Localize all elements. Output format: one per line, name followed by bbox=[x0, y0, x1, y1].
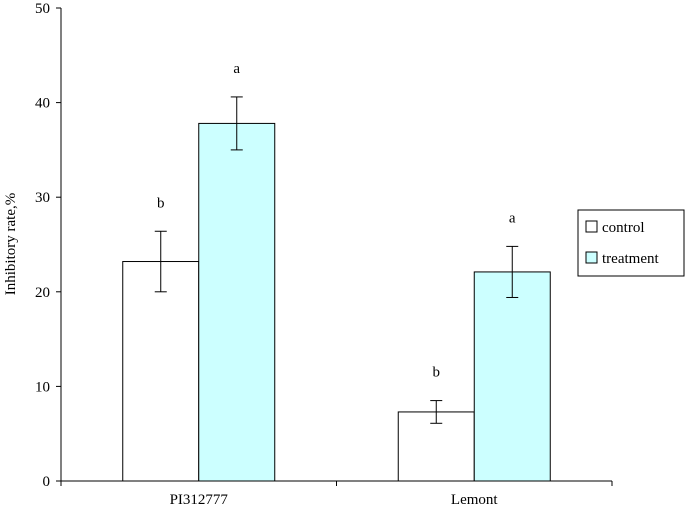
legend: control treatment bbox=[577, 209, 685, 277]
significance-label: b bbox=[433, 365, 441, 381]
y-axis: 0 10 20 30 40 50 bbox=[35, 1, 62, 490]
legend-label-treatment: treatment bbox=[602, 251, 659, 267]
y-tick-label: 20 bbox=[35, 285, 50, 301]
legend-label-control: control bbox=[602, 220, 645, 236]
y-axis-title: Inhibitory rate,% bbox=[3, 193, 19, 295]
x-category-label: Lemont bbox=[451, 492, 498, 507]
significance-label: b bbox=[157, 195, 165, 211]
legend-swatch-treatment bbox=[585, 251, 598, 264]
y-tick-label: 10 bbox=[35, 379, 50, 395]
y-tick-label: 0 bbox=[43, 474, 51, 490]
significance-label: a bbox=[509, 210, 516, 226]
bars: b a b a bbox=[122, 61, 551, 482]
bar-treatment-PI312777 bbox=[198, 122, 276, 482]
y-tick-label: 30 bbox=[35, 190, 50, 206]
x-axis: PI312777 Lemont bbox=[60, 480, 613, 508]
bar-control-PI312777 bbox=[122, 261, 200, 482]
bar-treatment-Lemont bbox=[473, 271, 551, 482]
legend-swatch-control bbox=[585, 220, 598, 233]
y-tick-label: 50 bbox=[35, 1, 50, 17]
y-tick-label: 40 bbox=[35, 96, 50, 112]
x-category-label: PI312777 bbox=[170, 492, 229, 507]
significance-label: a bbox=[233, 61, 240, 77]
